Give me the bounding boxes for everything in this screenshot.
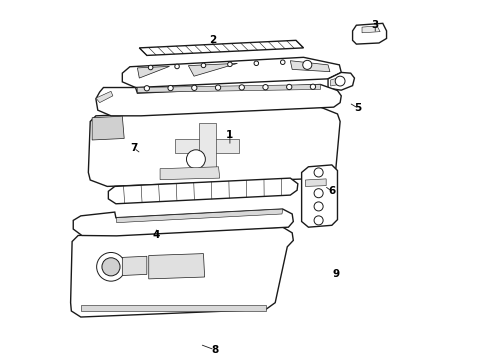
Circle shape bbox=[263, 85, 268, 90]
Text: 5: 5 bbox=[355, 103, 362, 113]
Polygon shape bbox=[160, 167, 220, 180]
Circle shape bbox=[335, 76, 345, 86]
Circle shape bbox=[239, 85, 245, 90]
Circle shape bbox=[310, 84, 316, 89]
Text: 6: 6 bbox=[328, 186, 336, 196]
Circle shape bbox=[187, 150, 205, 169]
Circle shape bbox=[168, 85, 173, 91]
Circle shape bbox=[314, 216, 323, 225]
Polygon shape bbox=[362, 26, 380, 33]
Polygon shape bbox=[149, 253, 205, 279]
Polygon shape bbox=[331, 78, 341, 86]
Circle shape bbox=[175, 64, 179, 69]
Circle shape bbox=[287, 84, 292, 90]
Polygon shape bbox=[302, 165, 338, 227]
Circle shape bbox=[254, 61, 259, 66]
Polygon shape bbox=[71, 227, 294, 317]
Text: 7: 7 bbox=[130, 143, 137, 153]
Polygon shape bbox=[353, 23, 387, 44]
Polygon shape bbox=[328, 72, 354, 90]
Circle shape bbox=[314, 202, 323, 211]
Circle shape bbox=[228, 62, 232, 67]
Polygon shape bbox=[122, 57, 341, 87]
Polygon shape bbox=[175, 139, 239, 153]
Polygon shape bbox=[188, 63, 238, 76]
Circle shape bbox=[216, 85, 220, 90]
Circle shape bbox=[144, 86, 149, 91]
Text: 3: 3 bbox=[371, 20, 379, 30]
Polygon shape bbox=[137, 85, 320, 93]
Polygon shape bbox=[117, 209, 283, 222]
Polygon shape bbox=[305, 179, 326, 186]
Polygon shape bbox=[290, 61, 330, 72]
Polygon shape bbox=[122, 256, 147, 275]
Polygon shape bbox=[92, 116, 124, 140]
Text: 1: 1 bbox=[226, 130, 234, 140]
Polygon shape bbox=[88, 107, 340, 186]
Circle shape bbox=[303, 60, 312, 69]
Polygon shape bbox=[108, 178, 298, 204]
Circle shape bbox=[314, 189, 323, 198]
Circle shape bbox=[201, 63, 206, 68]
Text: 2: 2 bbox=[209, 35, 217, 45]
Circle shape bbox=[97, 252, 125, 281]
Circle shape bbox=[192, 85, 197, 90]
Polygon shape bbox=[81, 305, 266, 311]
Polygon shape bbox=[139, 40, 303, 55]
Polygon shape bbox=[73, 209, 294, 236]
Polygon shape bbox=[199, 123, 216, 169]
Text: 4: 4 bbox=[152, 230, 160, 240]
Circle shape bbox=[102, 258, 120, 276]
Circle shape bbox=[314, 168, 323, 177]
Text: 9: 9 bbox=[332, 269, 339, 279]
Polygon shape bbox=[96, 85, 341, 116]
Polygon shape bbox=[137, 66, 170, 78]
Polygon shape bbox=[96, 91, 113, 103]
Circle shape bbox=[148, 65, 153, 70]
Text: 8: 8 bbox=[211, 345, 219, 355]
Circle shape bbox=[280, 60, 285, 64]
